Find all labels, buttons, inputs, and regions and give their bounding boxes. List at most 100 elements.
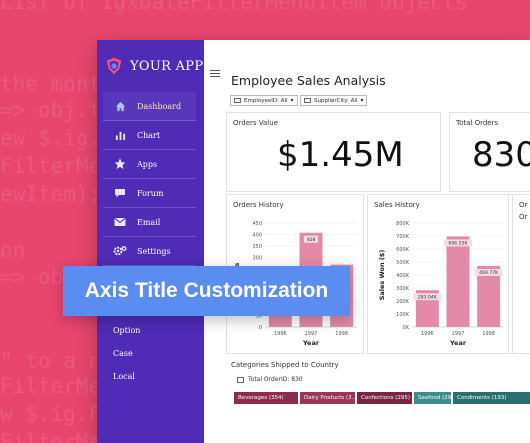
y-tick-label: 300K [396, 286, 410, 292]
sidebar-item-label: Chart [137, 130, 161, 140]
treemap-tile[interactable]: Seafood (291) [414, 392, 451, 404]
treemap-tile[interactable]: Confections (295) [357, 392, 412, 404]
treemap-tile[interactable]: Condiments (193) [453, 392, 530, 404]
y-tick-label: 50 [256, 313, 262, 319]
card-label: Orders Value [233, 119, 278, 127]
code-line: List of IgxDateFilterMenuItem objects [0, 0, 468, 14]
third-chart-card: Or Or [512, 194, 530, 354]
card-label: Total Orders [456, 119, 499, 127]
page-title: Employee Sales Analysis [231, 73, 386, 88]
code-line: ewItem); [0, 182, 102, 206]
star-icon [113, 157, 127, 171]
hamburger-menu-icon[interactable] [210, 70, 220, 77]
sidebar-nav: Dashboard Chart Apps Forum [103, 92, 196, 266]
x-tick-label: 1997 [305, 331, 318, 337]
data-label-bg [413, 293, 442, 301]
code-line: on [0, 238, 26, 262]
sidebar-item-label: Forum [137, 188, 164, 198]
code-line: FilterMen [0, 374, 114, 398]
x-tick-label: 1998 [482, 331, 495, 337]
axis-title-banner: Axis Title Customization [63, 266, 350, 316]
sidebar-item-email[interactable]: Email [103, 208, 196, 237]
y-tick-label: 350 [252, 244, 262, 250]
card-label: Or [519, 201, 528, 209]
categories-title: Categories Shipped to Country [231, 361, 339, 369]
envelope-icon [113, 215, 127, 229]
treemap-tile[interactable]: Dairy Products (3... [300, 392, 355, 404]
data-label: 696.55K [448, 241, 468, 247]
sidebar-item-chart[interactable]: Chart [103, 121, 196, 150]
brand-logo[interactable]: YOUR APP [105, 54, 203, 78]
y-tick-label: 400K [396, 273, 410, 279]
chevron-down-icon: ▾ [360, 97, 364, 104]
bar [477, 265, 501, 327]
sidebar-item-forum[interactable]: Forum [103, 179, 196, 208]
orders-value-card: Orders Value $1.45M [226, 112, 441, 192]
home-icon [113, 99, 127, 113]
categories-total: Total OrderID: 830 [237, 376, 303, 383]
brand-name: YOUR APP [130, 58, 204, 74]
app-window: YOUR APP Dashboard Chart Apps [97, 40, 530, 443]
filter-label: SupplierCity: All [314, 97, 358, 104]
bar [446, 236, 470, 327]
sales-history-chart: 0K 100K 200K 300K 400K 500K 600K 700K 800K Sales … [378, 221, 504, 347]
gear-icon [113, 244, 127, 258]
y-tick-label: 400 [252, 233, 262, 239]
y-tick-label: 500K [396, 260, 410, 266]
y-tick-label: 100K [396, 312, 410, 318]
y-tick-label: 0K [403, 325, 410, 331]
employee-filter-dropdown[interactable]: EmployeeID: All ▾ [230, 95, 298, 106]
filter-label: EmployeeID: All [244, 97, 288, 104]
sidebar-secondary-nav: Option Case Local [113, 326, 140, 395]
y-tick-label: 800K [396, 221, 410, 227]
x-axis-title: Year [449, 339, 467, 347]
sales-history-card: Sales History 0K 100K 200K 300K 400K 500K 600K… [367, 194, 509, 354]
sidebar-item-apps[interactable]: Apps [103, 150, 196, 179]
filter-icon [304, 98, 311, 103]
chevron-down-icon: ▾ [290, 97, 294, 104]
card-sublabel: Or [519, 213, 528, 221]
y-tick-label: 300 [252, 256, 262, 262]
orders-value-number: $1.45M [277, 135, 404, 175]
sidebar-item-settings[interactable]: Settings [103, 237, 196, 266]
y-tick-label: 600K [396, 247, 410, 253]
data-label: 408 [307, 237, 316, 243]
sidebar-item-dashboard[interactable]: Dashboard [103, 92, 196, 121]
data-label-bg [474, 268, 503, 276]
treemap-tile[interactable]: Beverages (354) [234, 392, 298, 404]
x-tick-label: 1996 [421, 331, 434, 337]
data-label-bg [303, 235, 319, 243]
x-tick-label: 1998 [335, 331, 348, 337]
sidebar: YOUR APP Dashboard Chart Apps [97, 40, 204, 443]
sidebar-item-local[interactable]: Local [113, 372, 135, 381]
logo-icon [106, 57, 122, 75]
x-tick-label: 1997 [452, 331, 465, 337]
sidebar-item-case[interactable]: Case [113, 349, 133, 358]
card-label: Orders History [233, 201, 284, 209]
card-label: Sales History [374, 201, 420, 209]
data-label: 469.77K [479, 270, 499, 276]
data-label: 283.04K [418, 295, 438, 301]
total-orders-number: 830 [472, 135, 530, 175]
sidebar-item-label: Settings [137, 246, 171, 256]
sidebar-item-label: Dashboard [137, 101, 182, 111]
categories-treemap: Beverages (354) Dairy Products (3... Confe… [234, 392, 530, 404]
sidebar-item-label: Apps [137, 159, 158, 169]
x-tick-label: 1996 [274, 331, 287, 337]
y-tick-label: 700K [396, 234, 410, 240]
y-axis-title: Sales Won ($) [378, 250, 386, 301]
code-line: FilterMen [0, 154, 114, 178]
bar-chart-icon [113, 128, 127, 142]
filter-icon [237, 376, 244, 383]
sidebar-item-label: Email [137, 217, 161, 227]
code-line: => obj.t [0, 98, 102, 122]
y-tick-label: 0 [259, 325, 262, 331]
sidebar-item-option[interactable]: Option [113, 326, 141, 335]
data-label-bg [444, 239, 472, 247]
code-line: ew $.ig. [0, 126, 102, 150]
total-orders-card: Total Orders 830 [449, 112, 530, 192]
supplier-city-filter-dropdown[interactable]: SupplierCity: All ▾ [300, 95, 368, 106]
total-label: Total OrderID: 830 [248, 376, 303, 383]
filter-icon [234, 98, 241, 103]
y-tick-label: 200K [396, 299, 410, 305]
